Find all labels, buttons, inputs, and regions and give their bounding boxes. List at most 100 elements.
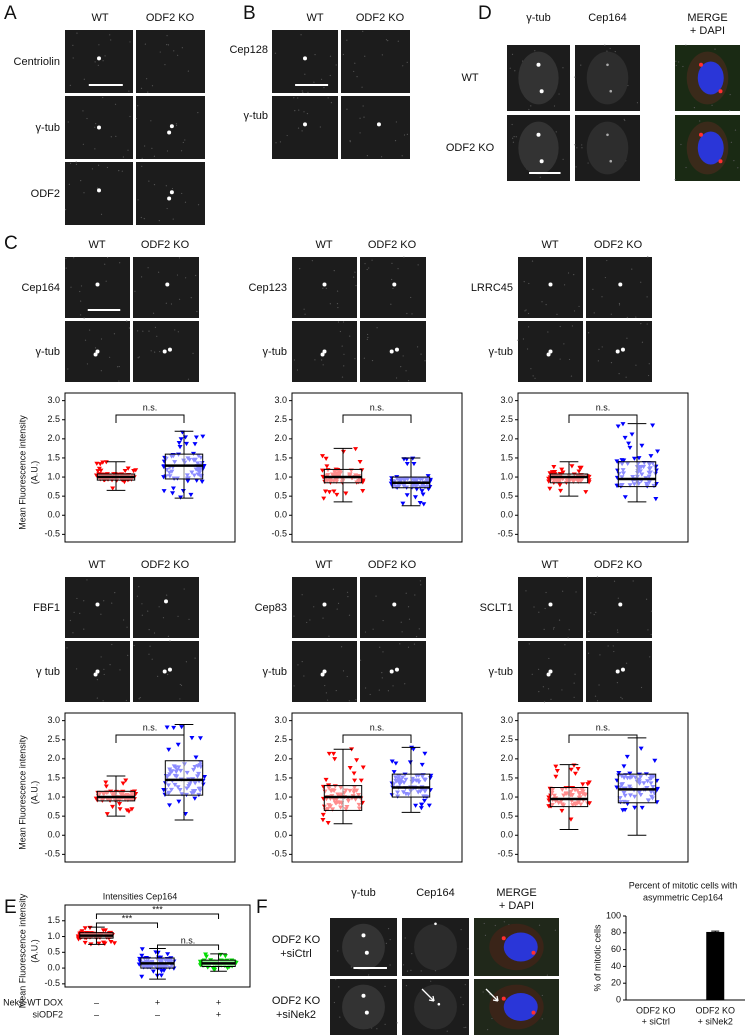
background-speck bbox=[173, 50, 175, 52]
centrosome-spot bbox=[389, 349, 394, 354]
centrosome-spot bbox=[95, 669, 100, 674]
background-speck bbox=[530, 368, 532, 370]
background-speck bbox=[381, 677, 383, 679]
background-speck bbox=[413, 643, 416, 645]
column-header: WT bbox=[306, 12, 323, 24]
background-speck bbox=[148, 330, 150, 332]
background-speck bbox=[734, 129, 737, 131]
y-tick-label: 60 bbox=[611, 944, 621, 954]
background-speck bbox=[297, 664, 299, 666]
background-speck bbox=[685, 166, 687, 169]
plot-frame bbox=[517, 712, 689, 863]
background-speck bbox=[417, 264, 419, 266]
scatter-point-decoration bbox=[569, 464, 575, 469]
background-speck bbox=[328, 635, 330, 637]
background-speck bbox=[406, 61, 408, 64]
row-label: Cep128 bbox=[229, 44, 268, 56]
background-speck bbox=[148, 629, 150, 631]
background-speck bbox=[618, 302, 621, 305]
background-speck bbox=[699, 120, 701, 122]
centrosome-spot bbox=[364, 1010, 369, 1015]
y-tick-label: 0.0 bbox=[47, 830, 60, 840]
background-speck bbox=[119, 669, 121, 671]
scatter-point-decoration bbox=[197, 736, 203, 741]
background-speck bbox=[197, 112, 199, 114]
background-speck bbox=[324, 684, 326, 687]
background-speck bbox=[137, 199, 139, 201]
background-speck bbox=[323, 87, 325, 89]
centrosome-spot bbox=[364, 950, 369, 955]
background-speck bbox=[364, 631, 367, 633]
scatter-point-decoration bbox=[185, 479, 191, 484]
background-speck bbox=[464, 984, 466, 986]
background-speck bbox=[83, 600, 85, 602]
background-speck bbox=[400, 621, 402, 623]
background-speck bbox=[494, 924, 496, 927]
background-speck bbox=[649, 656, 651, 658]
scatter-point-decoration bbox=[358, 778, 364, 783]
background-speck bbox=[408, 618, 411, 620]
background-speck bbox=[397, 268, 399, 270]
panel-letter: A bbox=[4, 3, 17, 24]
y-tick-label: 0.5 bbox=[274, 491, 287, 501]
background-speck bbox=[543, 628, 545, 631]
background-speck bbox=[650, 633, 652, 636]
background-speck bbox=[188, 618, 190, 620]
scatter-point-decoration bbox=[621, 458, 627, 463]
background-speck bbox=[171, 187, 174, 190]
background-speck bbox=[558, 619, 561, 621]
background-speck bbox=[399, 643, 401, 645]
scatter-point-decoration bbox=[180, 489, 186, 494]
background-speck bbox=[114, 592, 116, 594]
background-speck bbox=[543, 701, 546, 703]
background-speck bbox=[128, 90, 130, 92]
background-speck bbox=[574, 144, 576, 146]
box bbox=[391, 773, 431, 798]
background-speck bbox=[178, 257, 181, 259]
background-speck bbox=[106, 256, 109, 259]
background-speck bbox=[395, 121, 397, 123]
centrosome-spot bbox=[606, 63, 609, 67]
centrosome-spot bbox=[320, 672, 325, 677]
background-speck bbox=[558, 93, 560, 95]
centrosome-spot bbox=[394, 667, 399, 672]
background-speck bbox=[675, 60, 677, 62]
y-tick-label: 2.0 bbox=[274, 433, 287, 443]
background-speck bbox=[346, 675, 348, 678]
nucleus bbox=[697, 131, 724, 165]
y-axis-label: (A.U.) bbox=[29, 781, 39, 805]
row-label: FBF1 bbox=[33, 602, 60, 614]
background-speck bbox=[538, 691, 540, 693]
scatter-point-decoration bbox=[320, 812, 326, 818]
centrosome-spot bbox=[322, 602, 327, 607]
background-speck bbox=[279, 141, 281, 143]
scatter-point-decoration bbox=[622, 807, 628, 813]
label: ODF2 KO bbox=[272, 995, 321, 1007]
scatter-point-decoration bbox=[417, 500, 423, 506]
background-speck bbox=[152, 312, 155, 314]
scatter-point-decoration bbox=[164, 725, 170, 730]
background-speck bbox=[147, 610, 149, 612]
background-speck bbox=[538, 611, 540, 613]
scatter-point-decoration bbox=[122, 468, 128, 474]
column-header: ODF2 KO bbox=[368, 559, 417, 571]
micrograph bbox=[292, 577, 357, 638]
background-speck bbox=[325, 287, 327, 289]
micrograph bbox=[292, 257, 357, 318]
background-speck bbox=[693, 107, 696, 109]
background-speck bbox=[405, 592, 407, 594]
condition-mark: + bbox=[216, 1009, 221, 1019]
background-speck bbox=[404, 937, 406, 939]
scatter-point-decoration bbox=[621, 764, 627, 769]
scatter-point-decoration bbox=[426, 803, 432, 808]
y-tick-label: 2.5 bbox=[274, 734, 287, 744]
row-label: γ-tub bbox=[489, 666, 513, 678]
background-speck bbox=[486, 1029, 489, 1031]
background-speck bbox=[376, 327, 378, 329]
scatter-point-decoration bbox=[334, 492, 340, 498]
background-speck bbox=[128, 327, 131, 329]
background-speck bbox=[538, 924, 541, 926]
background-speck bbox=[587, 332, 590, 334]
significance-label: n.s. bbox=[143, 402, 158, 412]
background-speck bbox=[147, 267, 149, 269]
